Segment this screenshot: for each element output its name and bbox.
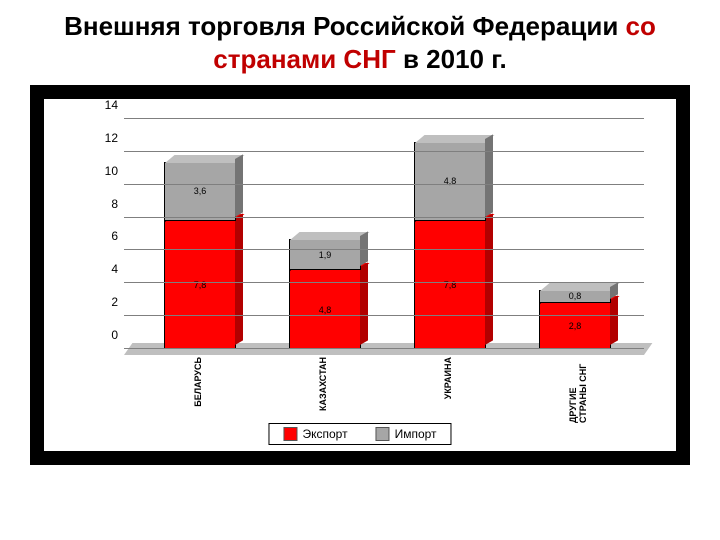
y-tick: 12 [105,131,118,145]
grid-line [124,282,644,283]
x-axis-label: УКРАИНА [444,357,454,399]
x-axis-label: БЕЛАРУСЬ [194,357,204,407]
bar-segment [164,221,236,349]
x-axis-label: ДРУГИЕ СТРАНЫ СНГ [569,357,589,423]
title-part2: в 2010 г. [396,44,507,74]
grid-line [124,315,644,316]
grid-line [124,184,644,185]
bar-segment [289,239,361,270]
legend-item-export: Экспорт [283,427,347,441]
grid-line [124,151,644,152]
chart-frame: 7,83,64,81,97,84,82,80,8 02468101214 БЕЛ… [30,85,690,465]
bar-segment [414,142,486,221]
page: Внешняя торговля Российской Федерации со… [0,0,720,540]
legend-label-export: Экспорт [302,427,347,441]
chart-area: 7,83,64,81,97,84,82,80,8 02468101214 БЕЛ… [44,99,676,451]
page-title: Внешняя торговля Российской Федерации со… [20,10,700,75]
y-tick: 8 [111,197,118,211]
y-tick: 0 [111,328,118,342]
y-tick: 4 [111,262,118,276]
grid-line [124,217,644,218]
title-part1: Внешняя торговля Российской Федерации [64,11,625,41]
plot-area: 7,83,64,81,97,84,82,80,8 02468101214 [124,119,644,349]
y-tick: 6 [111,229,118,243]
legend-label-import: Импорт [395,427,437,441]
grid-line [124,118,644,119]
bar-segment [539,303,611,349]
legend-swatch-import [376,427,390,441]
legend: Экспорт Импорт [268,423,451,445]
grid-line [124,249,644,250]
bar-segment [164,162,236,221]
legend-item-import: Импорт [376,427,437,441]
y-tick: 10 [105,164,118,178]
y-tick: 2 [111,295,118,309]
legend-swatch-export [283,427,297,441]
x-axis-label: КАЗАХСТАН [319,357,329,411]
bar-segment [414,221,486,349]
grid-line [124,348,644,349]
bar-segment [539,290,611,303]
x-axis-labels: БЕЛАРУСЬ КАЗАХСТАН УКРАИНА ДРУГИЕ СТРАНЫ СН… [124,353,644,423]
y-tick: 14 [105,98,118,112]
